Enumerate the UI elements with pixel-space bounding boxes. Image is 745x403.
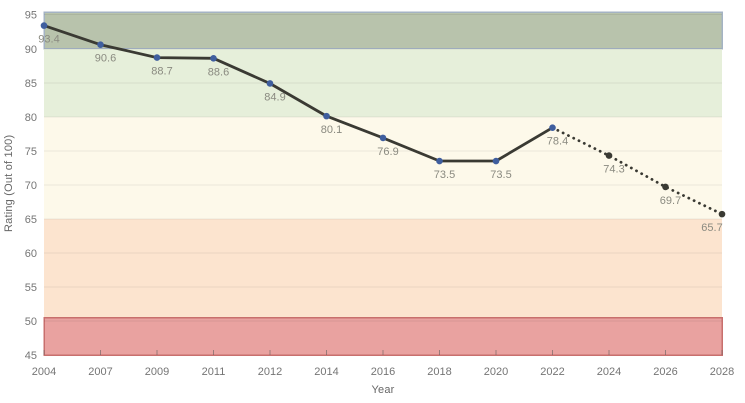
data-point[interactable] [210, 54, 217, 62]
y-tick-label: 50 [25, 316, 37, 328]
data-label: 73.5 [490, 169, 511, 181]
x-axis-title: Year [371, 384, 395, 396]
y-tick-label: 85 [25, 78, 37, 90]
y-tick-label: 75 [25, 146, 37, 158]
data-point[interactable] [492, 157, 500, 165]
y-axis-title: Rating (Out of 100) [3, 134, 15, 233]
series-line-historical [43, 24, 554, 163]
data-label: 84.9 [264, 91, 285, 103]
y-tick-label: 80 [25, 112, 37, 124]
x-tick-label: 2007 [88, 366, 112, 378]
y-tick-label: 65 [25, 214, 37, 226]
x-tick-label: 2018 [427, 366, 451, 378]
y-tick-label: 70 [25, 180, 37, 192]
data-point[interactable] [436, 157, 443, 165]
data-point[interactable] [153, 54, 161, 61]
data-point[interactable] [266, 80, 274, 87]
x-tick-label: 2012 [258, 366, 282, 378]
y-tick-label: 60 [25, 248, 37, 260]
data-label: 69.7 [660, 195, 681, 207]
y-tick-label: 95 [25, 10, 37, 22]
x-tick-label: 2020 [484, 366, 508, 378]
data-label: 78.4 [547, 136, 568, 148]
data-label: 88.7 [151, 66, 172, 78]
data-point[interactable] [97, 41, 104, 48]
data-point[interactable] [40, 22, 48, 29]
data-label: 80.1 [321, 124, 342, 136]
data-point[interactable] [379, 134, 387, 142]
x-tick-label: 2014 [314, 366, 338, 378]
data-label: 74.3 [603, 164, 624, 176]
x-tick-label: 2009 [145, 366, 169, 378]
x-tick-label: 2026 [653, 366, 677, 378]
data-label: 73.5 [434, 169, 455, 181]
data-point[interactable] [323, 112, 330, 120]
rating-band [44, 116, 722, 219]
x-tick-label: 2016 [371, 366, 395, 378]
x-tick-label: 2011 [202, 366, 226, 378]
data-point[interactable] [662, 183, 669, 191]
rating-band [43, 11, 723, 50]
data-point[interactable] [718, 210, 726, 218]
data-label: 88.6 [208, 66, 229, 78]
data-point[interactable] [549, 124, 556, 131]
y-tick-label: 55 [25, 282, 37, 294]
rating-band [43, 316, 723, 356]
y-tick-label: 45 [25, 350, 37, 362]
x-tick-label: 2022 [540, 366, 564, 378]
x-tick-label: 2004 [32, 366, 56, 378]
data-label: 90.6 [95, 53, 116, 65]
x-tick-label: 2028 [710, 366, 734, 378]
data-label: 65.7 [701, 222, 722, 234]
x-tick-label: 2024 [597, 366, 621, 378]
y-tick-label: 90 [25, 44, 37, 56]
data-label: 93.4 [38, 34, 59, 46]
series-line-forecast [551, 126, 724, 216]
data-point[interactable] [605, 152, 613, 159]
data-label: 76.9 [377, 146, 398, 158]
rating-band [44, 218, 722, 318]
